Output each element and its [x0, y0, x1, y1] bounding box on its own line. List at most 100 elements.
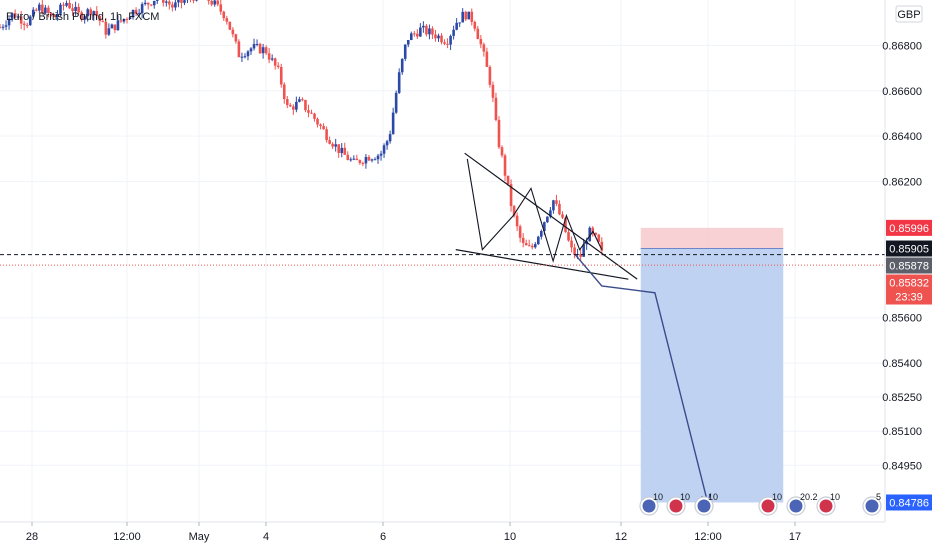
candle[interactable]: [47, 5, 50, 18]
candle[interactable]: [34, 7, 38, 12]
candle[interactable]: [428, 24, 431, 40]
candle[interactable]: [394, 90, 398, 114]
candle[interactable]: [249, 47, 253, 55]
candle[interactable]: [488, 65, 492, 88]
candle[interactable]: [143, 0, 147, 6]
candle[interactable]: [225, 15, 229, 25]
candle[interactable]: [243, 53, 247, 59]
candle[interactable]: [210, 0, 213, 7]
candle[interactable]: [385, 139, 389, 150]
candle[interactable]: [25, 22, 29, 29]
candle[interactable]: [434, 29, 437, 42]
candle[interactable]: [101, 19, 105, 23]
candle[interactable]: [92, 10, 96, 21]
event-marker[interactable]: 10: [639, 492, 663, 516]
candle[interactable]: [473, 20, 477, 32]
candle[interactable]: [22, 21, 26, 31]
candle[interactable]: [349, 157, 353, 162]
candle[interactable]: [177, 0, 180, 8]
candle[interactable]: [400, 58, 404, 75]
candle[interactable]: [255, 39, 259, 47]
candle[interactable]: [195, 0, 198, 2]
event-marker[interactable]: 5: [862, 492, 882, 516]
candle[interactable]: [328, 136, 331, 145]
candle[interactable]: [530, 243, 534, 250]
event-marker[interactable]: 10: [666, 492, 690, 516]
candle[interactable]: [165, 0, 168, 7]
candle[interactable]: [494, 92, 498, 122]
candle[interactable]: [222, 10, 226, 21]
candle[interactable]: [558, 200, 561, 216]
candle[interactable]: [413, 30, 416, 37]
candle[interactable]: [518, 224, 522, 243]
candle[interactable]: [379, 150, 383, 161]
projection-arrow[interactable]: [574, 254, 709, 505]
candle[interactable]: [594, 232, 598, 236]
candle[interactable]: [561, 211, 564, 220]
candle[interactable]: [41, 0, 44, 15]
candle[interactable]: [273, 57, 277, 70]
candle[interactable]: [536, 235, 540, 245]
candles[interactable]: [0, 0, 604, 261]
candle[interactable]: [171, 1, 174, 12]
candle[interactable]: [56, 9, 59, 21]
candle[interactable]: [234, 33, 238, 44]
candle[interactable]: [331, 142, 334, 150]
candle[interactable]: [546, 216, 549, 224]
x-axis-panel[interactable]: [0, 522, 885, 550]
candle[interactable]: [146, 2, 150, 10]
candle[interactable]: [16, 13, 20, 19]
candle[interactable]: [122, 18, 126, 24]
candle[interactable]: [13, 9, 17, 19]
candle[interactable]: [62, 2, 65, 11]
candle[interactable]: [316, 117, 319, 128]
candle[interactable]: [252, 38, 256, 51]
candle[interactable]: [207, 0, 210, 5]
candle[interactable]: [597, 233, 601, 243]
candle[interactable]: [134, 7, 138, 16]
candle[interactable]: [500, 145, 504, 158]
candle[interactable]: [464, 10, 468, 22]
candle[interactable]: [140, 2, 144, 19]
candle[interactable]: [98, 15, 102, 26]
candle[interactable]: [458, 22, 461, 28]
candle[interactable]: [452, 25, 455, 40]
candle[interactable]: [186, 0, 189, 3]
candle[interactable]: [19, 11, 23, 30]
candle[interactable]: [382, 143, 386, 158]
candle[interactable]: [376, 153, 380, 164]
candle[interactable]: [192, 0, 195, 4]
candle[interactable]: [68, 0, 71, 9]
candle[interactable]: [491, 81, 495, 103]
zigzag-drawing[interactable]: [466, 158, 603, 263]
candle[interactable]: [74, 1, 77, 16]
candle[interactable]: [409, 31, 413, 41]
candle[interactable]: [310, 109, 313, 114]
candle[interactable]: [107, 23, 111, 36]
candle[interactable]: [346, 151, 350, 161]
candle[interactable]: [137, 8, 141, 17]
candle[interactable]: [28, 14, 32, 27]
candle[interactable]: [479, 35, 483, 49]
candle[interactable]: [289, 102, 292, 107]
candle[interactable]: [533, 242, 537, 249]
candle[interactable]: [461, 8, 464, 23]
candle[interactable]: [446, 38, 449, 49]
candle[interactable]: [403, 44, 407, 62]
candle[interactable]: [276, 62, 280, 69]
candle[interactable]: [406, 39, 410, 48]
candle[interactable]: [116, 15, 120, 31]
candle[interactable]: [588, 226, 592, 242]
candle[interactable]: [476, 25, 480, 40]
candle[interactable]: [53, 14, 56, 18]
candle[interactable]: [7, 17, 11, 30]
candle[interactable]: [549, 206, 552, 219]
candle[interactable]: [237, 39, 241, 58]
candle[interactable]: [292, 104, 295, 115]
candle[interactable]: [149, 4, 153, 7]
candle[interactable]: [86, 7, 89, 22]
candle[interactable]: [600, 237, 604, 256]
candle[interactable]: [352, 155, 356, 161]
candle[interactable]: [77, 3, 80, 16]
candle[interactable]: [10, 12, 14, 22]
